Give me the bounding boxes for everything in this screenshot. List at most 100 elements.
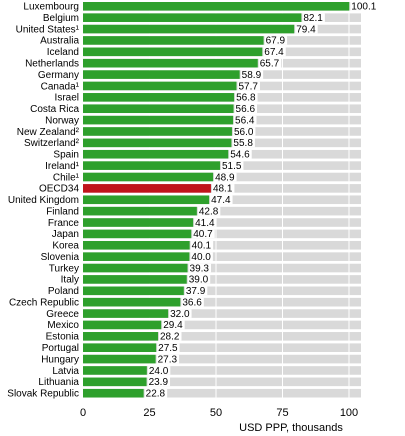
value-label: 41.4 — [195, 218, 215, 229]
value-label-background — [181, 297, 204, 307]
bar — [83, 149, 229, 159]
value-label-background — [350, 2, 379, 11]
category-label: Estonia — [46, 332, 80, 343]
value-label-background — [234, 115, 257, 125]
bar — [83, 320, 162, 330]
bar — [83, 138, 232, 148]
x-tick-label: 0 — [80, 407, 86, 419]
category-label: Ireland¹ — [45, 161, 80, 172]
bar — [83, 354, 156, 364]
category-label: Slovak Republic — [7, 389, 79, 400]
bar — [83, 172, 214, 182]
bar-track — [83, 332, 361, 341]
value-label: 56.8 — [236, 93, 256, 104]
category-label: Israel — [55, 93, 79, 104]
bar — [83, 263, 188, 273]
category-label: Hungary — [41, 354, 79, 365]
category-label: Czech Republic — [9, 297, 79, 308]
value-label-background — [169, 309, 192, 318]
bar — [83, 377, 147, 387]
category-label: Poland — [48, 286, 79, 297]
x-tick-label: 100 — [340, 407, 358, 419]
value-label-background — [190, 240, 214, 250]
value-label-background — [159, 332, 182, 341]
value-label-background — [295, 24, 318, 34]
value-label: 42.8 — [199, 206, 219, 217]
bar — [83, 252, 190, 261]
value-label: 56.4 — [235, 115, 255, 126]
value-label-background — [240, 70, 264, 79]
category-label: Costa Rica — [30, 104, 79, 115]
x-tick-label: 25 — [143, 407, 155, 419]
value-label-background — [232, 127, 256, 136]
value-label: 48.9 — [215, 172, 235, 183]
category-label: Turkey — [49, 263, 79, 274]
bar — [83, 127, 232, 136]
value-label-background — [232, 138, 255, 148]
value-label-background — [235, 93, 258, 102]
value-label-background — [302, 13, 325, 22]
category-label: Belgium — [43, 13, 79, 24]
value-label: 36.6 — [182, 297, 202, 308]
category-label: Iceland — [47, 47, 79, 58]
bar — [83, 206, 197, 216]
value-label-background — [234, 104, 258, 114]
category-label: Mexico — [47, 320, 79, 331]
bar-track — [83, 377, 361, 387]
value-label-background — [263, 47, 286, 57]
value-label: 54.6 — [230, 150, 250, 161]
category-label: Spain — [53, 150, 79, 161]
value-label: 27.5 — [158, 343, 178, 354]
value-label: 23.9 — [149, 377, 169, 388]
category-label: United Kingdom — [8, 195, 79, 206]
value-label-background — [147, 366, 171, 375]
bar — [83, 161, 220, 170]
value-label: 65.7 — [260, 59, 280, 70]
bar — [83, 218, 194, 227]
bar — [83, 13, 302, 22]
value-label: 47.4 — [211, 195, 231, 206]
bar-track — [83, 366, 361, 375]
value-label: 100.1 — [351, 2, 376, 13]
category-label: Japan — [52, 229, 79, 240]
bar-track — [83, 354, 361, 364]
value-label: 51.5 — [222, 161, 242, 172]
bar — [83, 286, 184, 296]
value-label-background — [184, 286, 208, 296]
bar-track — [83, 286, 361, 296]
bar — [83, 36, 264, 45]
bar-track — [83, 218, 361, 227]
value-label: 39.3 — [190, 263, 210, 274]
value-label: 40.7 — [193, 229, 213, 240]
x-tick-label: 75 — [276, 407, 288, 419]
bar-track — [83, 263, 361, 273]
value-label-background — [220, 161, 244, 170]
bar-track — [83, 309, 361, 318]
bar — [83, 81, 237, 91]
value-label: 24.0 — [149, 366, 169, 377]
value-label-background — [197, 206, 221, 216]
category-label: France — [48, 218, 80, 229]
category-label: Australia — [40, 36, 79, 47]
bar — [83, 275, 187, 284]
value-label: 57.7 — [238, 81, 258, 92]
value-label: 39.0 — [189, 275, 209, 286]
bar-track — [83, 297, 361, 307]
bar — [83, 297, 181, 307]
value-label: 67.4 — [264, 47, 284, 58]
category-label: Greece — [46, 309, 79, 320]
bar — [83, 343, 157, 352]
value-label: 22.8 — [146, 389, 166, 400]
value-label-background — [147, 377, 171, 387]
bar — [83, 104, 234, 114]
bar-group — [83, 2, 350, 398]
category-label: New Zealand² — [17, 127, 80, 138]
value-label-background — [187, 275, 211, 284]
bar — [83, 309, 169, 318]
value-label-background — [264, 36, 288, 45]
value-label-background — [192, 229, 215, 239]
bar-track — [83, 252, 361, 261]
x-tick-label: 50 — [210, 407, 222, 419]
